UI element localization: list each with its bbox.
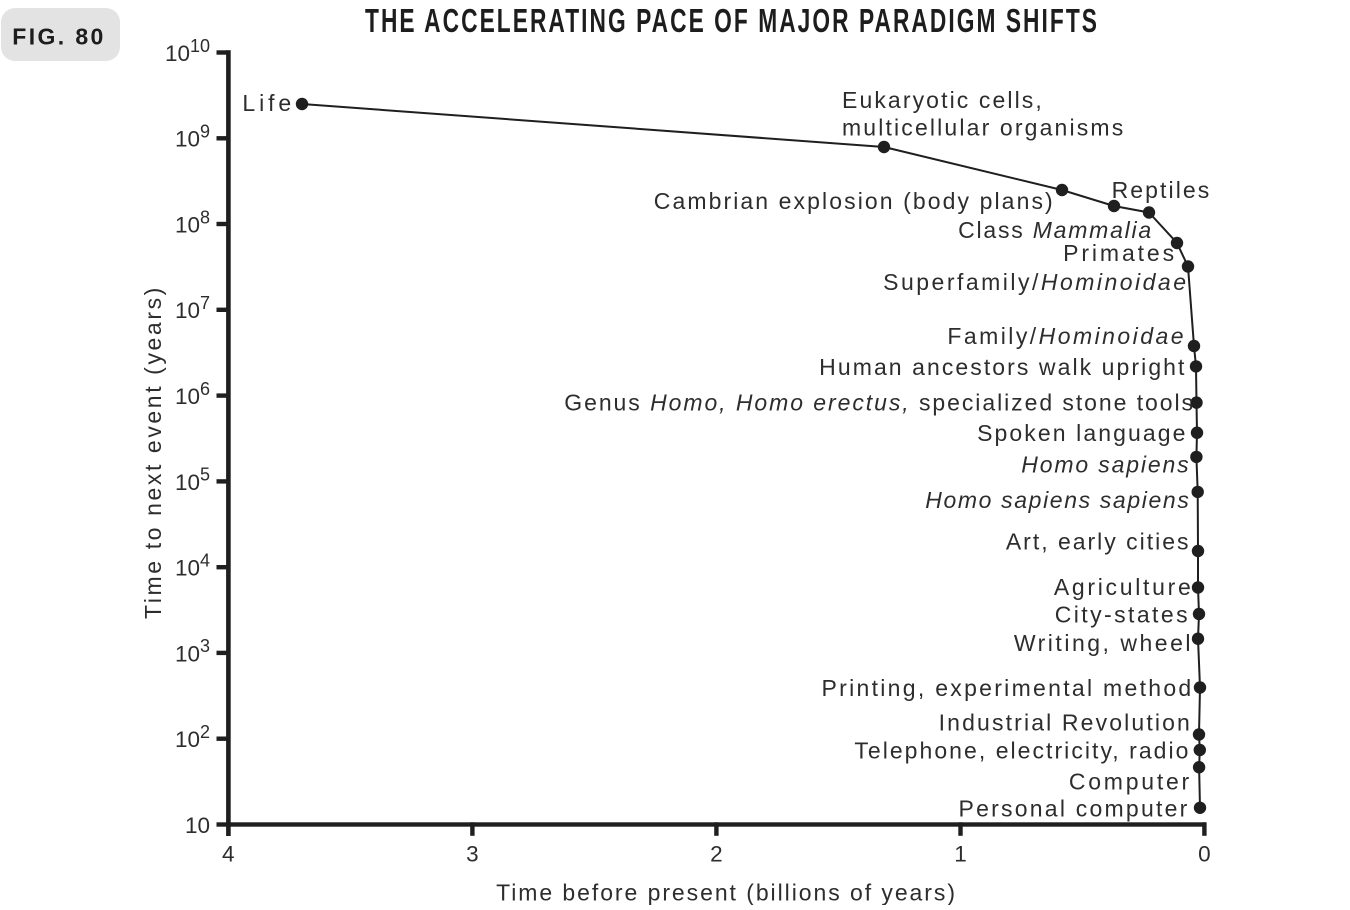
svg-text:2: 2 [710, 841, 723, 866]
svg-text:Class Mammalia: Class Mammalia [958, 217, 1153, 243]
svg-text:Family/Hominoidae: Family/Hominoidae [947, 323, 1186, 349]
svg-text:10: 10 [185, 813, 210, 838]
svg-text:Reptiles: Reptiles [1112, 177, 1212, 203]
svg-text:108: 108 [175, 207, 210, 237]
svg-text:Agriculture: Agriculture [1054, 574, 1194, 600]
svg-text:Cambrian explosion (body plans: Cambrian explosion (body plans) [654, 188, 1055, 214]
svg-text:4: 4 [222, 841, 235, 866]
svg-text:3: 3 [466, 841, 479, 866]
svg-text:Spoken language: Spoken language [977, 420, 1187, 446]
svg-text:Homo sapiens sapiens: Homo sapiens sapiens [925, 487, 1190, 513]
svg-text:Industrial Revolution: Industrial Revolution [939, 710, 1192, 736]
svg-text:THE ACCELERATING PACE OF MAJOR: THE ACCELERATING PACE OF MAJOR PARADIGM … [365, 3, 1099, 40]
svg-text:Printing, experimental method: Printing, experimental method [822, 675, 1194, 701]
svg-text:Personal computer: Personal computer [959, 795, 1190, 821]
svg-text:multicellular organisms: multicellular organisms [842, 115, 1125, 141]
svg-text:Time to next event (years): Time to next event (years) [140, 285, 166, 619]
svg-text:Eukaryotic cells,: Eukaryotic cells, [842, 87, 1044, 113]
svg-text:Computer: Computer [1069, 768, 1192, 794]
svg-text:Telephone, electricity, radio: Telephone, electricity, radio [854, 738, 1190, 764]
svg-text:Homo sapiens: Homo sapiens [1021, 451, 1190, 477]
svg-text:0: 0 [1198, 841, 1211, 866]
svg-text:Genus Homo, Homo erectus, spec: Genus Homo, Homo erectus, specialized st… [564, 390, 1195, 416]
svg-text:Superfamily/Hominoidae: Superfamily/Hominoidae [883, 269, 1188, 295]
svg-text:Art, early cities: Art, early cities [1006, 528, 1191, 554]
svg-text:Human ancestors walk upright: Human ancestors walk upright [819, 354, 1186, 380]
svg-text:1: 1 [954, 841, 967, 866]
svg-text:City-states: City-states [1055, 602, 1190, 628]
svg-text:FIG. 80: FIG. 80 [12, 23, 106, 49]
svg-text:Primates: Primates [1063, 240, 1177, 266]
svg-text:Life: Life [242, 90, 295, 116]
svg-text:Time before present (billions: Time before present (billions of years) [496, 880, 957, 906]
svg-text:Writing, wheel: Writing, wheel [1014, 630, 1193, 656]
